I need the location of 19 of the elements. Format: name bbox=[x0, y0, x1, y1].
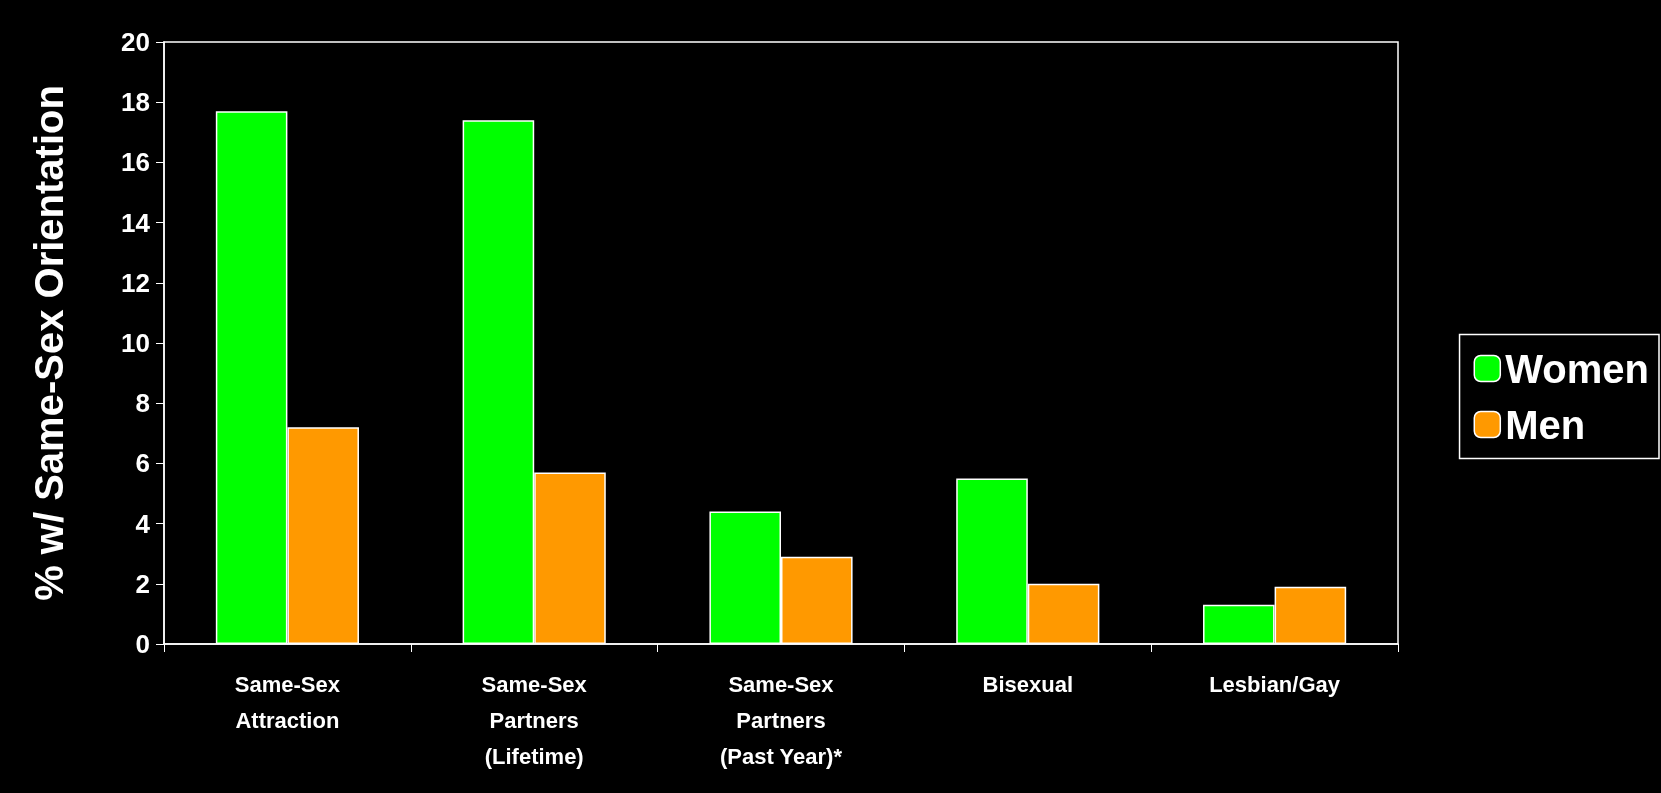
y-tick-label: 8 bbox=[135, 388, 150, 419]
y-tick-label: 14 bbox=[121, 207, 151, 238]
y-tick-label: 12 bbox=[121, 267, 150, 298]
y-tick-label: 10 bbox=[121, 328, 150, 358]
x-tick-label: Lesbian/Gay bbox=[1209, 671, 1341, 697]
x-tick-label: Same-Sex Partners (Lifetime) bbox=[481, 671, 588, 769]
x-tick-label: Same-Sex Partners (Past Year)* bbox=[720, 671, 843, 769]
x-tick-label: Bisexual bbox=[982, 671, 1074, 697]
legend-label: Men bbox=[1505, 402, 1586, 447]
y-tick-label: 6 bbox=[135, 448, 150, 479]
y-axis-title: % w/ Same-Sex Orientation bbox=[27, 85, 71, 601]
y-tick-label: 16 bbox=[121, 147, 150, 178]
y-tick-label: 4 bbox=[135, 508, 151, 539]
x-tick-label: Same-Sex Attraction bbox=[234, 671, 341, 733]
y-tick-label: 0 bbox=[135, 629, 150, 659]
legend-label: Women bbox=[1505, 346, 1650, 391]
y-tick-label: 18 bbox=[121, 87, 150, 118]
y-tick-label: 20 bbox=[121, 27, 150, 57]
y-tick-label: 2 bbox=[135, 568, 150, 599]
